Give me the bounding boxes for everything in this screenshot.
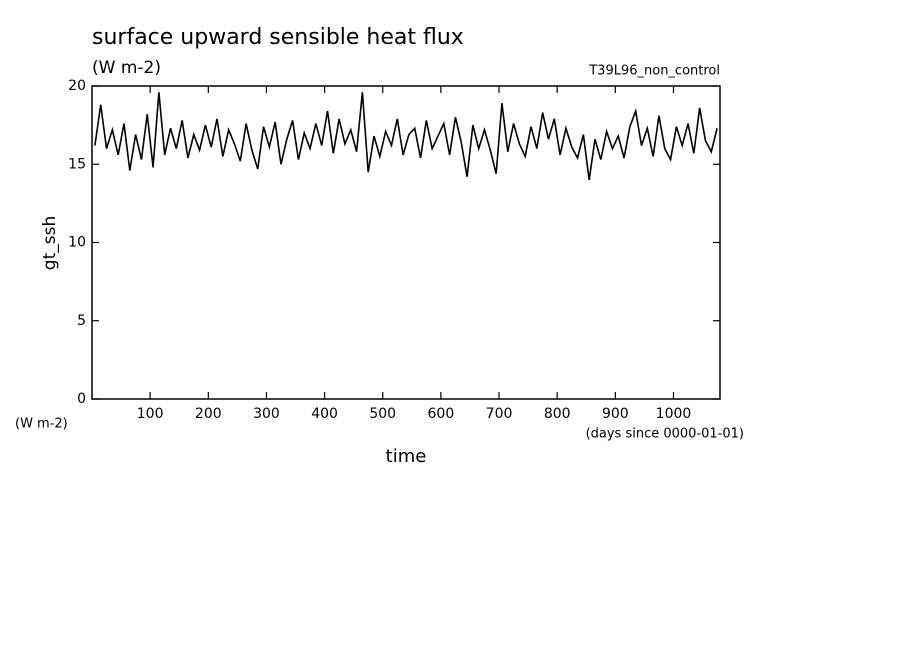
x-tick-label: 1000 [656,406,692,422]
y-axis-label: gt_ssh [40,216,60,270]
x-tick-label: 200 [195,406,222,422]
x-tick-label: 500 [369,406,396,422]
x-tick-label: 800 [544,406,571,422]
x-tick-label: 100 [137,406,164,422]
x-axis-label: time [386,446,427,467]
x-tick-label: 900 [602,406,629,422]
y-tick-label: 10 [68,235,86,251]
x-tick-label: 600 [428,406,455,422]
y-tick-label: 0 [77,391,86,407]
y-tick-label: 15 [68,156,86,172]
x-tick-label: 300 [253,406,280,422]
experiment-label: T39L96_non_control [588,64,720,79]
x-tick-label: 400 [311,406,338,422]
x-tick-label: 700 [486,406,513,422]
plot-frame [91,85,721,400]
chart-subtitle: (W m-2) [92,58,161,78]
y-tick-label: 20 [68,78,86,94]
x-axis-unit: (days since 0000-01-01) [586,427,744,442]
chart-title: surface upward sensible heat flux [92,25,464,50]
y-tick-label: 5 [77,313,86,329]
y-axis-unit: (W m-2) [15,417,68,432]
data-line [94,92,718,181]
